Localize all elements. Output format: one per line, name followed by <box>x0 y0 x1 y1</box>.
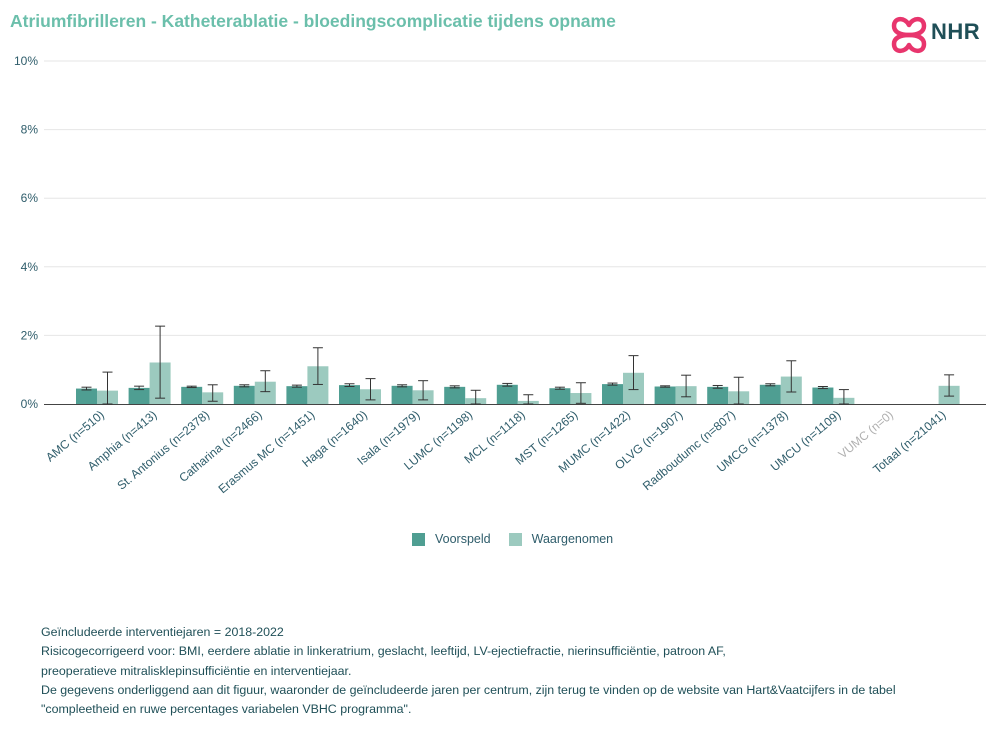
error-bar <box>155 325 166 399</box>
error-bar <box>681 374 692 398</box>
legend: Voorspeld Waargenomen <box>412 532 631 546</box>
y-tick-label: 0% <box>21 397 39 411</box>
error-bar <box>575 382 586 404</box>
error-bar <box>733 376 744 405</box>
y-tick-label: 6% <box>21 191 39 205</box>
bar-voorspeld[interactable] <box>391 385 413 404</box>
footnotes: Geïncludeerde interventiejaren = 2018-20… <box>41 623 896 719</box>
error-bar <box>607 382 618 386</box>
heart-logo-icon <box>891 16 927 54</box>
error-bar <box>502 382 513 387</box>
x-tick-label: St. Antonius (n=2378) <box>114 408 212 493</box>
error-bar <box>523 394 534 405</box>
error-bar <box>260 370 271 393</box>
x-axis: AMC (n=510)Amphia (n=413)St. Antonius (n… <box>43 408 949 497</box>
bar-voorspeld[interactable] <box>444 386 466 404</box>
bar-voorspeld[interactable] <box>496 384 518 404</box>
error-bar <box>838 389 849 405</box>
bar-voorspeld[interactable] <box>654 386 676 404</box>
error-bar <box>470 389 481 405</box>
footnote-line: "compleetheid en ruwe percentages variab… <box>41 702 412 717</box>
error-bar <box>81 386 92 391</box>
bar-voorspeld[interactable] <box>707 386 729 404</box>
error-bar <box>554 386 565 390</box>
error-bar <box>291 384 302 388</box>
page-title: Atriumfibrilleren - Katheterablatie - bl… <box>10 11 616 31</box>
error-bar <box>312 347 323 385</box>
bar-voorspeld[interactable] <box>233 385 255 404</box>
error-bar <box>944 374 955 397</box>
bar-voorspeld[interactable] <box>76 388 97 404</box>
legend-item-voorspeld[interactable]: Voorspeld <box>412 532 491 546</box>
error-bar <box>239 384 250 388</box>
legend-swatch-waargenomen <box>508 532 522 546</box>
bar-waargenomen[interactable] <box>307 366 329 404</box>
error-bar <box>397 384 408 388</box>
y-tick-label: 2% <box>21 328 39 342</box>
bar-voorspeld[interactable] <box>759 384 781 404</box>
gridlines <box>44 60 986 405</box>
error-bar <box>786 360 797 393</box>
error-bar <box>817 386 828 390</box>
legend-swatch-voorspeld <box>412 532 425 546</box>
y-tick-label: 8% <box>21 123 39 137</box>
footnote-line: preoperatieve mitralisklepinsufficiëntie… <box>41 663 352 678</box>
footnote-line: Geïncludeerde interventiejaren = 2018-20… <box>41 625 284 639</box>
error-bar <box>186 385 197 389</box>
y-axis: 0% 2% 4% 6% 8% 10% <box>14 54 38 411</box>
error-bar <box>712 384 723 389</box>
error-bar <box>765 383 776 387</box>
error-bar <box>344 383 355 388</box>
error-bars <box>81 325 955 405</box>
logo-text: NHR <box>931 19 981 44</box>
bar-voorspeld[interactable] <box>286 386 308 404</box>
bar-waargenomen[interactable] <box>254 381 276 404</box>
bar-voorspeld[interactable] <box>181 386 203 404</box>
nhr-logo: NHR <box>890 15 985 55</box>
y-tick-label: 10% <box>14 54 38 68</box>
error-bar <box>418 380 429 401</box>
error-bar <box>365 378 376 401</box>
bar-voorspeld[interactable] <box>549 388 571 404</box>
x-tick-label: Radboudumc (n=807) <box>640 408 738 494</box>
bar-voorspeld[interactable] <box>128 387 150 404</box>
bar-voorspeld[interactable] <box>602 384 623 404</box>
bar-voorspeld[interactable] <box>339 385 360 404</box>
bar-chart: 0% 2% 4% 6% 8% 10% AMC (n=510)Amphia (n=413)S… <box>14 54 986 497</box>
legend-label-voorspeld: Voorspeld <box>435 532 491 546</box>
y-tick-label: 4% <box>21 260 39 274</box>
legend-item-waargenomen[interactable]: Waargenomen <box>508 532 614 546</box>
error-bar <box>207 384 218 402</box>
error-bar <box>102 371 113 405</box>
x-tick-label: Erasmus MC (n=1451) <box>216 408 318 497</box>
bars <box>76 362 960 404</box>
bar-voorspeld[interactable] <box>812 387 834 404</box>
footnote-line: De gegevens onderliggend aan dit figuur,… <box>41 682 896 697</box>
error-bar <box>660 385 671 388</box>
error-bar <box>134 385 145 391</box>
error-bar <box>449 385 460 389</box>
footnote-line: Risicogecorrigeerd voor: BMI, eerdere ab… <box>41 644 726 659</box>
error-bar <box>628 355 639 391</box>
legend-label-waargenomen: Waargenomen <box>531 532 614 546</box>
